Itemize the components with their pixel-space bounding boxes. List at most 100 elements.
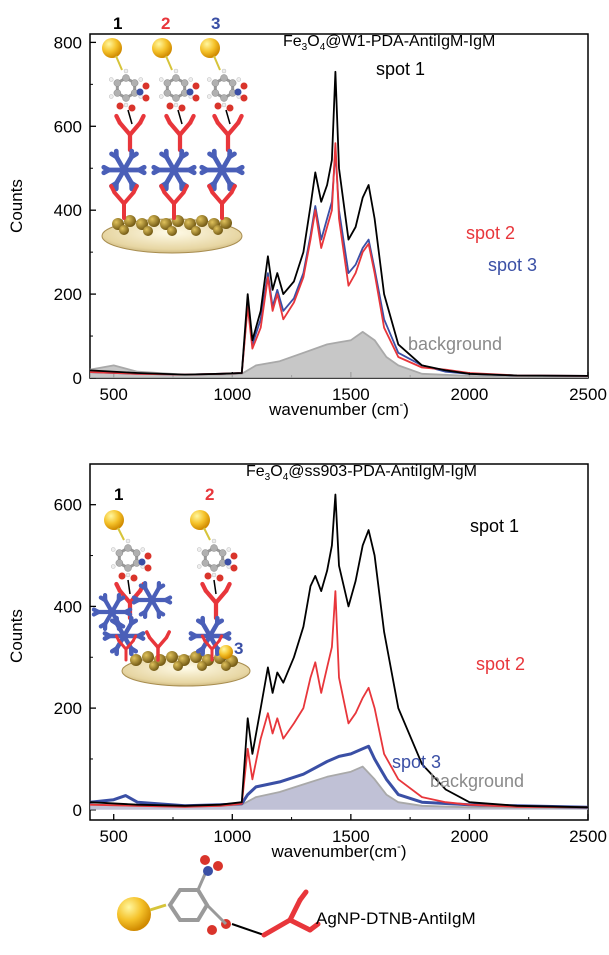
antibody-icon xyxy=(261,889,321,938)
igm-antigen-icon xyxy=(91,592,133,632)
y-tick-label: 0 xyxy=(73,369,82,388)
series-label-spot1: spot 1 xyxy=(376,59,425,79)
x-tick-label: 2500 xyxy=(569,827,607,846)
legend-molecule-label: AgNP-DTNB-AntiIgM xyxy=(316,909,476,928)
igm-antigen-icon xyxy=(188,615,232,657)
probe-stack-2 xyxy=(188,510,238,662)
inset-number-2: 2 xyxy=(161,14,170,33)
plot-frame xyxy=(89,463,589,821)
igm-antigen-icon xyxy=(101,148,147,192)
inset-number-1: 1 xyxy=(113,14,122,33)
x-tick-label: 1500 xyxy=(332,385,370,404)
x-axis-label-sup: - xyxy=(400,399,404,411)
x-axis-label: wavenumber(cm-) xyxy=(271,841,407,861)
antiigm-antibody-icon xyxy=(114,113,146,153)
gold-nanoparticle-icon xyxy=(117,897,151,931)
capture-antibody-icon xyxy=(159,184,189,220)
y-tick-label: 800 xyxy=(54,33,82,52)
capture-antibody-icon xyxy=(207,184,237,220)
y-tick-label: 0 xyxy=(73,801,82,820)
y-tick-label: 600 xyxy=(54,117,82,136)
igm-antigen-icon xyxy=(151,148,197,192)
inset-number-3: 3 xyxy=(234,639,243,658)
gold-nanoparticle-icon xyxy=(200,38,220,58)
chart-title: Fe3O4@W1-PDA-AntiIgM-IgM xyxy=(283,33,495,53)
title-sub: 4 xyxy=(320,42,326,53)
x-tick-label: 1000 xyxy=(213,827,251,846)
dtnb-molecule-icon xyxy=(111,538,152,582)
antiigm-antibody-icon xyxy=(200,581,232,621)
y-tick-label: 400 xyxy=(54,201,82,220)
probe-stacks xyxy=(101,38,248,220)
capture-antibody-icon xyxy=(109,184,139,220)
series-lines xyxy=(89,70,589,378)
probe-stack-3 xyxy=(91,580,233,662)
axis-ticks: 500 1000 1500 2000 2500 0 200 400 600 800 xyxy=(54,33,607,404)
title-part: O xyxy=(307,33,319,50)
background-area xyxy=(90,331,588,378)
series-label-spot2: spot 2 xyxy=(466,223,515,243)
title-sub: 3 xyxy=(265,472,271,483)
probe-stack-3 xyxy=(199,38,248,220)
inset-number-1: 1 xyxy=(114,485,123,504)
gold-nanoparticle-icon xyxy=(104,510,124,530)
title-part: Fe xyxy=(246,463,265,480)
antiigm-antibody-icon xyxy=(164,113,196,153)
nanoparticle-beads xyxy=(112,215,232,236)
gold-nanoparticle-icon xyxy=(152,38,172,58)
capture-antibody-icon xyxy=(200,634,224,662)
dtnb-molecule-icon xyxy=(207,68,248,112)
dtnb-molecule-icon xyxy=(197,538,238,582)
inset-illustration-bottom: 1 2 3 xyxy=(91,485,251,687)
inset-illustration-top: 1 2 3 xyxy=(101,14,248,254)
x-tick-label: 1000 xyxy=(213,385,251,404)
x-axis-label: wavenumber (cm-) xyxy=(268,399,409,419)
title-part: @W1-PDA-AntiIgM-IgM xyxy=(325,33,495,50)
x-tick-label: 2000 xyxy=(451,827,489,846)
title-part: O xyxy=(270,463,282,480)
capture-antibody-icon xyxy=(145,630,171,662)
series-line-spot2 xyxy=(89,142,589,377)
x-tick-label: 500 xyxy=(100,827,128,846)
axis-ticks: 500 1000 1500 2000 2500 0 200 400 600 xyxy=(54,496,607,846)
inset-number-3: 3 xyxy=(211,14,220,33)
dtnb-molecule-icon xyxy=(109,68,150,112)
x-axis-label-sup: - xyxy=(397,841,401,853)
capture-antibody-icon xyxy=(114,634,138,662)
series-label-spot3: spot 3 xyxy=(488,255,537,275)
series-lines xyxy=(89,493,589,810)
title-part: Fe xyxy=(283,33,302,50)
probe-stacks xyxy=(91,510,238,662)
y-axis-label: Counts xyxy=(7,609,26,663)
antiigm-antibody-icon xyxy=(212,113,244,153)
background-fill xyxy=(90,766,588,810)
igm-antigen-icon xyxy=(131,580,173,620)
series-line-spot1 xyxy=(89,493,589,809)
series-label-spot2: spot 2 xyxy=(476,654,525,674)
series-line-spot2 xyxy=(89,590,589,809)
nanoparticle-beads xyxy=(130,651,238,671)
igm-antigen-icon xyxy=(199,148,245,192)
x-axis-label-text: wavenumber(cm xyxy=(271,842,398,861)
probe-stack-2 xyxy=(151,38,200,220)
benzene-ring-icon xyxy=(167,888,210,922)
background-area xyxy=(90,766,588,810)
title-sub: 3 xyxy=(302,42,308,53)
y-tick-label: 600 xyxy=(54,496,82,515)
x-axis-label-close: ) xyxy=(401,842,407,861)
series-label-background: background xyxy=(408,334,502,354)
inset-number-2: 2 xyxy=(205,485,214,504)
series-label-background: background xyxy=(430,771,524,791)
x-tick-label: 1500 xyxy=(332,827,370,846)
gold-nanoparticle-icon xyxy=(190,510,210,530)
y-tick-label: 200 xyxy=(54,285,82,304)
dtnb-molecule-icon xyxy=(159,68,200,112)
x-tick-label: 2000 xyxy=(451,385,489,404)
legend-molecule: AgNP-DTNB-AntiIgM xyxy=(117,855,476,938)
title-part: @ss903-PDA-AntiIgM-IgM xyxy=(288,463,477,480)
chart-title: Fe3O4@ss903-PDA-AntiIgM-IgM xyxy=(246,463,477,483)
x-tick-label: 2500 xyxy=(569,385,607,404)
y-tick-label: 400 xyxy=(54,597,82,616)
